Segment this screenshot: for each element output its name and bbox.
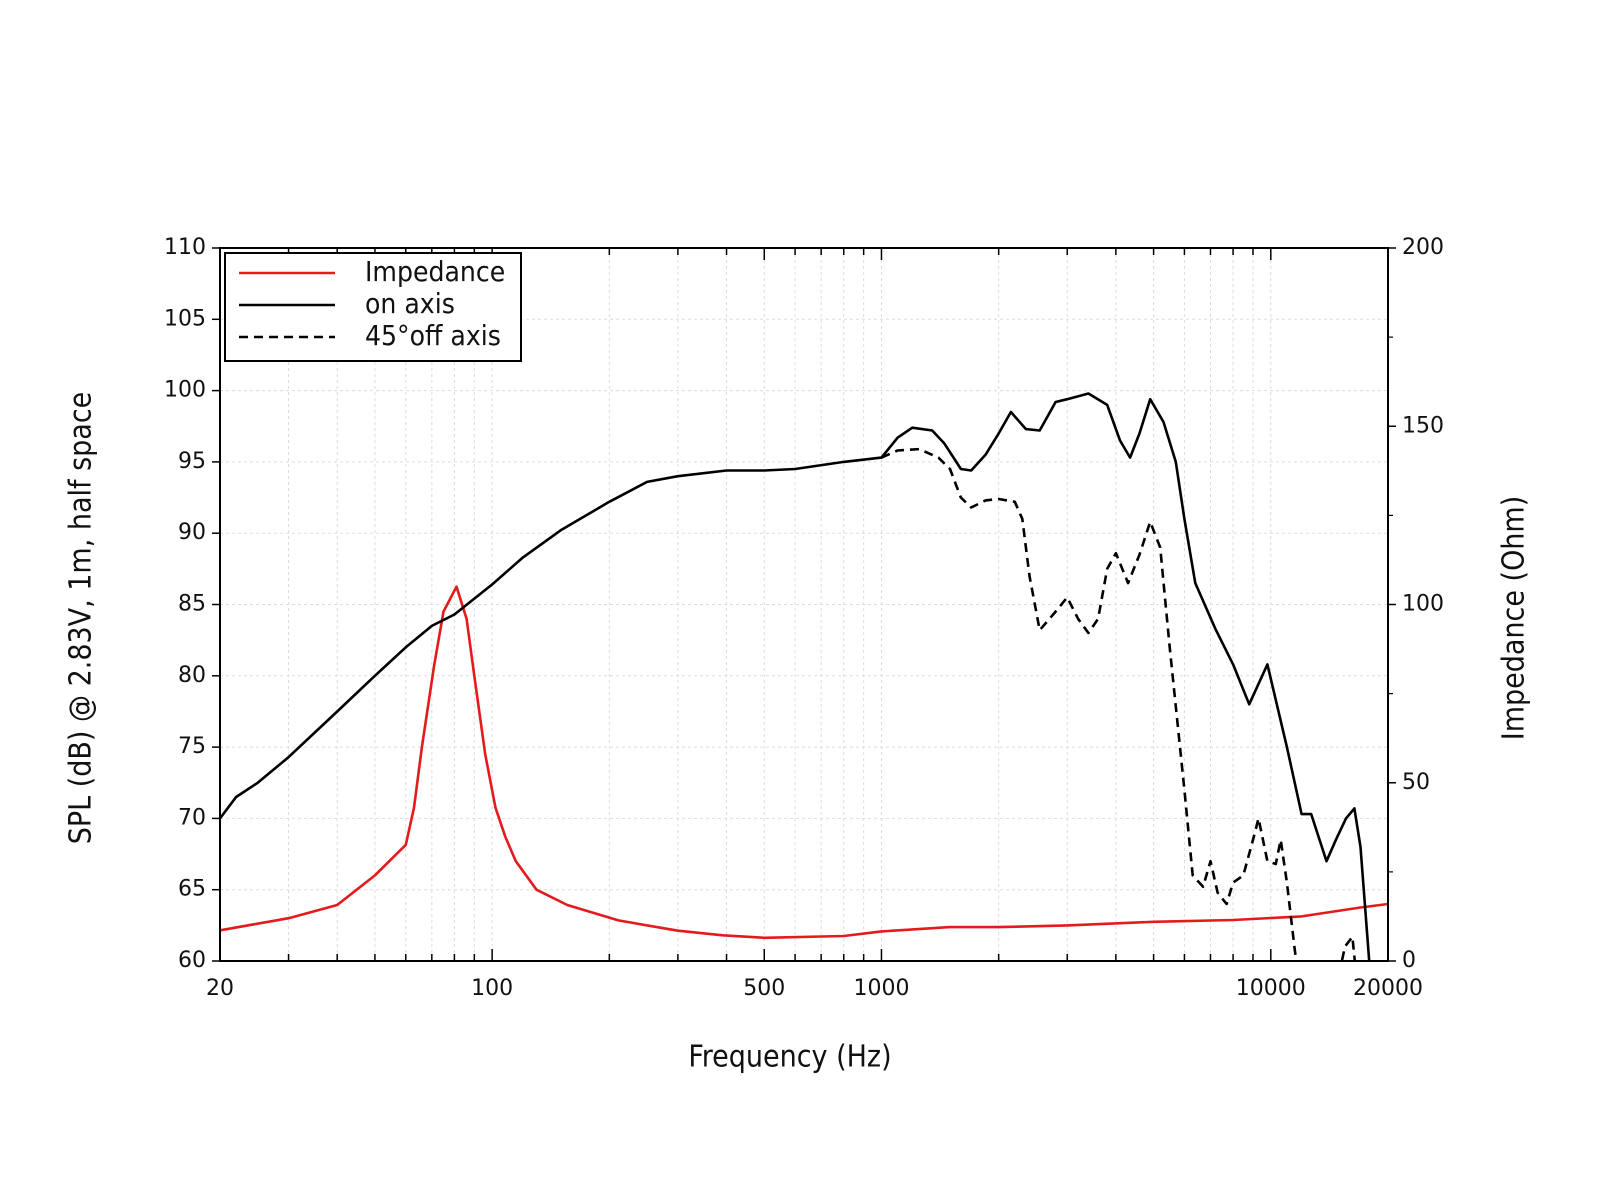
x-tick-label: 100 xyxy=(471,976,513,1001)
x-tick-label: 20000 xyxy=(1353,976,1423,1001)
y2-tick-label: 0 xyxy=(1402,948,1416,973)
y-tick-label: 90 xyxy=(178,520,206,545)
y-tick-label: 85 xyxy=(178,592,206,617)
y-tick-label: 105 xyxy=(164,306,206,331)
y-tick-label: 60 xyxy=(178,948,206,973)
y2-tick-label: 200 xyxy=(1402,235,1444,260)
x-tick-label: 500 xyxy=(743,976,785,1001)
series-line xyxy=(220,585,1388,940)
x-tick-label: 10000 xyxy=(1236,976,1306,1001)
legend-label: Impedance xyxy=(365,255,505,288)
y-tick-label: 65 xyxy=(178,877,206,902)
series-line xyxy=(220,392,1371,961)
y-tick-label: 95 xyxy=(178,449,206,474)
x-tick-label: 1000 xyxy=(853,976,909,1001)
y-tick-label: 75 xyxy=(178,734,206,759)
x-axis-label: Frequency (Hz) xyxy=(688,1040,891,1075)
legend-label: 45°off axis xyxy=(365,319,501,352)
legend-label: on axis xyxy=(365,287,455,320)
y-tick-label: 100 xyxy=(164,378,206,403)
y-tick-label: 70 xyxy=(178,805,206,830)
y2-tick-label: 50 xyxy=(1402,770,1430,795)
series-line xyxy=(880,447,1357,961)
y-tick-label: 110 xyxy=(164,235,206,260)
legend-box xyxy=(224,252,522,362)
y2-axis-label: Impedance (Ohm) xyxy=(1497,496,1532,741)
y2-tick-label: 150 xyxy=(1402,413,1444,438)
y-tick-label: 80 xyxy=(178,663,206,688)
y-axis-label: SPL (dB) @ 2.83V, 1m, half space xyxy=(64,392,99,845)
x-tick-label: 20 xyxy=(206,976,234,1001)
y2-tick-label: 100 xyxy=(1402,592,1444,617)
